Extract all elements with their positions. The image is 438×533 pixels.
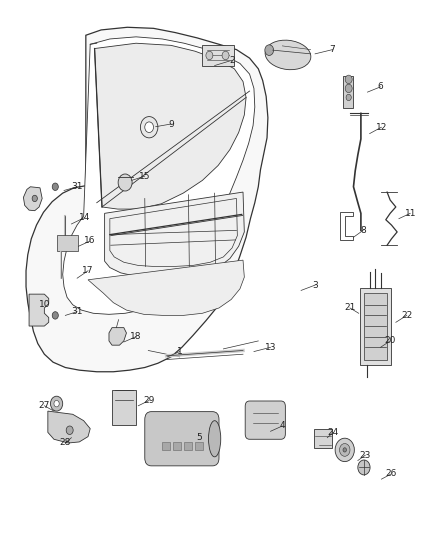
Circle shape [339,443,350,456]
Circle shape [141,117,158,138]
Circle shape [345,84,352,93]
Text: 4: 4 [279,422,285,431]
Text: 2: 2 [229,56,235,64]
Circle shape [343,448,346,452]
Text: 3: 3 [312,280,318,289]
Text: 27: 27 [39,401,50,410]
Text: 7: 7 [330,45,336,54]
Text: 1: 1 [177,347,183,356]
Text: 21: 21 [344,303,356,312]
Circle shape [118,174,132,191]
Polygon shape [63,37,255,314]
Polygon shape [57,235,78,251]
Polygon shape [314,429,332,448]
Circle shape [222,51,229,60]
Polygon shape [48,411,90,443]
Circle shape [52,312,58,319]
Circle shape [32,195,37,201]
Polygon shape [184,442,192,450]
Text: 5: 5 [197,433,202,442]
Text: 18: 18 [130,332,142,341]
Circle shape [346,94,351,101]
Text: 16: 16 [85,237,96,246]
Circle shape [145,122,153,133]
Polygon shape [29,294,49,326]
Polygon shape [364,293,387,360]
Polygon shape [360,288,392,365]
Circle shape [50,396,63,411]
Text: 28: 28 [60,439,71,448]
Polygon shape [109,328,127,345]
Text: 31: 31 [71,307,83,316]
Polygon shape [26,27,268,372]
Text: 22: 22 [401,311,412,320]
FancyBboxPatch shape [145,411,219,466]
Polygon shape [173,442,181,450]
Polygon shape [343,76,353,108]
Polygon shape [112,390,136,425]
Polygon shape [162,442,170,450]
Circle shape [345,75,352,84]
Ellipse shape [208,421,221,457]
Circle shape [54,400,59,407]
Polygon shape [105,192,244,277]
Polygon shape [95,43,246,209]
Text: 23: 23 [360,451,371,460]
Text: 11: 11 [404,209,416,218]
Text: 6: 6 [378,82,383,91]
Circle shape [52,183,58,190]
Circle shape [265,45,274,55]
Polygon shape [23,187,42,211]
Text: 14: 14 [79,213,90,222]
Text: 26: 26 [386,470,397,478]
Text: 17: 17 [82,266,94,275]
Polygon shape [201,45,234,66]
Text: 31: 31 [71,182,83,191]
FancyBboxPatch shape [245,401,286,439]
Circle shape [206,51,213,60]
Text: 12: 12 [376,123,387,132]
Text: 10: 10 [39,300,50,309]
Ellipse shape [265,40,311,70]
Circle shape [358,460,370,475]
Text: 8: 8 [360,226,366,235]
Text: 29: 29 [144,396,155,405]
Circle shape [335,438,354,462]
Text: 9: 9 [168,119,174,128]
Text: 20: 20 [385,336,396,345]
Polygon shape [88,260,244,316]
Polygon shape [195,442,203,450]
Text: 24: 24 [328,428,339,437]
Text: 15: 15 [139,172,151,181]
Circle shape [66,426,73,434]
Text: 13: 13 [265,343,276,352]
